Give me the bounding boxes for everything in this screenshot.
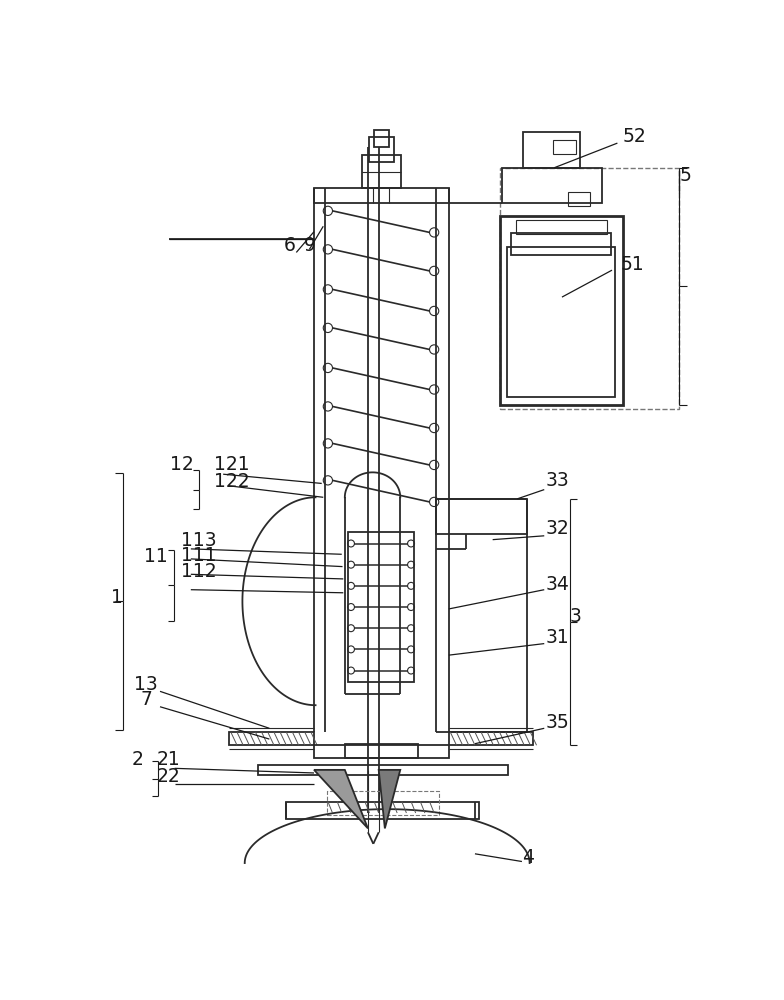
Bar	[499, 168, 679, 409]
Text: 1: 1	[111, 588, 123, 607]
Text: 32: 32	[546, 519, 569, 538]
Bar	[345, 744, 418, 758]
Polygon shape	[314, 770, 368, 828]
Text: 2: 2	[132, 750, 143, 769]
Text: 122: 122	[214, 472, 249, 491]
Bar	[327, 791, 439, 815]
Bar	[229, 732, 314, 745]
Bar	[314, 188, 448, 203]
Text: 33: 33	[546, 471, 569, 490]
Text: 6: 6	[285, 236, 296, 255]
Text: 31: 31	[546, 628, 569, 647]
Bar	[286, 802, 479, 819]
Text: 22: 22	[157, 767, 180, 786]
Text: 111: 111	[181, 546, 216, 565]
Text: 4: 4	[522, 848, 534, 867]
Text: 12: 12	[170, 455, 194, 474]
Bar	[523, 132, 580, 168]
Text: 7: 7	[140, 690, 152, 709]
Text: 51: 51	[621, 255, 644, 274]
Bar	[374, 130, 389, 147]
Bar	[448, 732, 533, 745]
Bar	[516, 220, 607, 234]
Bar	[258, 765, 508, 774]
Bar	[348, 532, 414, 682]
Text: 9: 9	[303, 236, 315, 255]
Text: 11: 11	[144, 547, 168, 566]
Text: 52: 52	[622, 127, 646, 146]
Bar	[368, 137, 394, 162]
Bar	[507, 247, 615, 397]
Text: 34: 34	[546, 575, 569, 594]
Bar	[361, 155, 401, 188]
Text: 113: 113	[181, 531, 216, 550]
Bar	[502, 168, 602, 203]
Polygon shape	[379, 770, 401, 828]
Text: 21: 21	[157, 750, 180, 769]
Bar	[568, 192, 590, 206]
Text: 3: 3	[570, 607, 582, 626]
Bar	[437, 499, 528, 534]
Text: 35: 35	[546, 713, 569, 732]
Bar	[553, 140, 575, 154]
Text: 121: 121	[214, 455, 249, 474]
Text: 13: 13	[134, 675, 158, 694]
Bar	[499, 216, 622, 405]
Text: 112: 112	[181, 562, 216, 581]
Text: 5: 5	[679, 166, 691, 185]
Bar	[511, 233, 612, 255]
Bar	[314, 745, 448, 758]
